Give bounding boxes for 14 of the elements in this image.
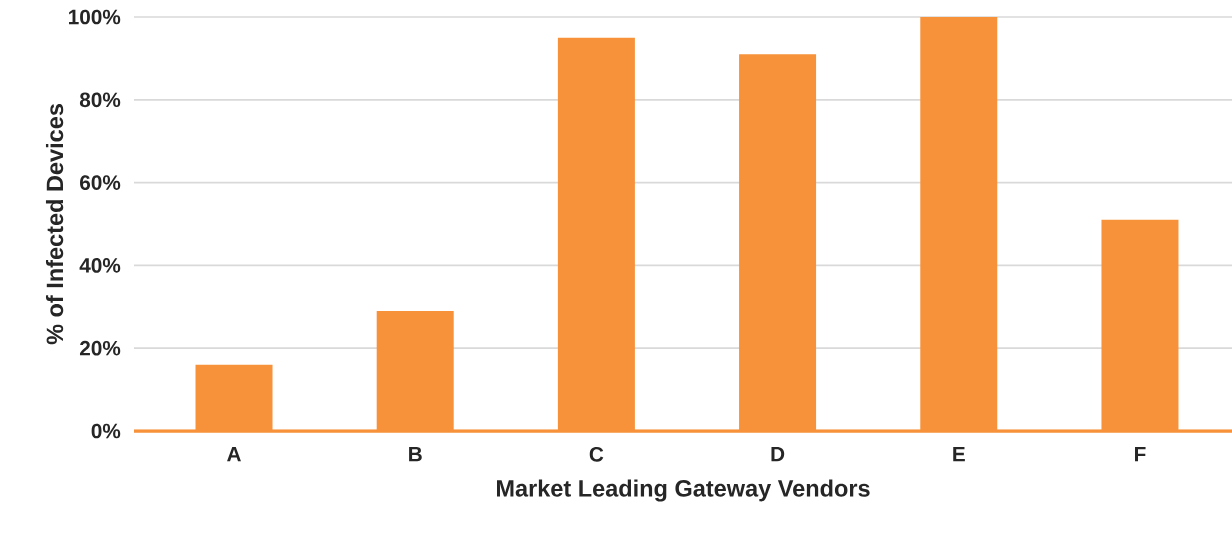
x-tick-label: E <box>953 446 965 462</box>
x-tick-label: F <box>1135 446 1146 462</box>
y-tick-label: 80% <box>79 92 121 108</box>
x-tick-label: B <box>409 446 422 462</box>
y-tick-label: 40% <box>79 258 121 273</box>
x-tick-label: C <box>589 446 604 462</box>
x-tick-label: A <box>227 446 241 462</box>
y-tick-label: 20% <box>79 340 121 356</box>
x-axis-title: Market Leading Gateway Vendors <box>497 479 870 502</box>
y-axis-title: % of Infected Devices <box>45 104 64 345</box>
y-tick-label: 60% <box>80 175 121 190</box>
x-tick-label: D <box>771 446 785 462</box>
y-tick-label: 100% <box>69 9 121 25</box>
y-tick-label: 0% <box>91 423 121 439</box>
